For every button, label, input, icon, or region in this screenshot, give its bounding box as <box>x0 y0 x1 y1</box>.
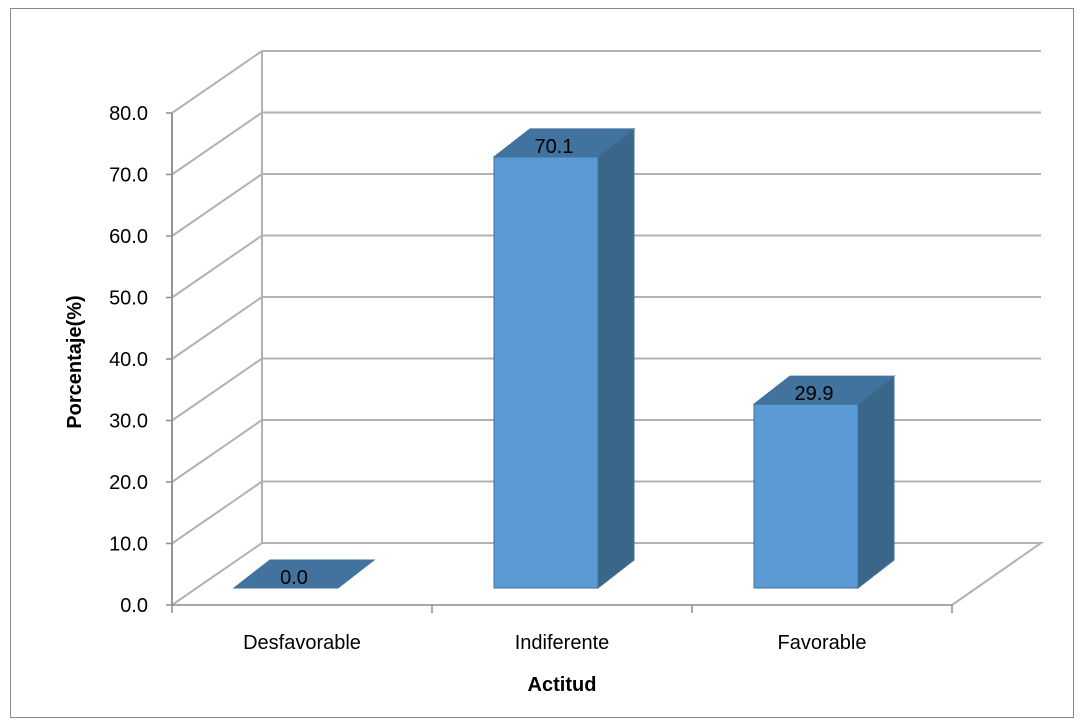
bar-top-face <box>752 375 896 405</box>
bar-side-face <box>857 375 895 590</box>
side-wall-gridline <box>171 480 263 545</box>
axes <box>166 112 953 613</box>
side-wall-gridline <box>171 542 263 606</box>
category-label: Indiferente <box>515 632 610 654</box>
data-label: 70.1 <box>535 136 574 158</box>
bar-top-face <box>232 559 376 589</box>
y-tick-label: 80.0 <box>109 103 148 125</box>
side-wall-gridline <box>171 296 263 360</box>
y-axis-title: Porcentaje(%) <box>64 295 86 428</box>
category-label: Favorable <box>778 632 867 654</box>
side-wall-gridline <box>171 50 263 114</box>
y-tick-label: 0.0 <box>120 595 148 617</box>
y-tick-label: 40.0 <box>109 349 148 371</box>
bars <box>232 127 896 590</box>
bar-front-face <box>753 403 859 589</box>
side-wall-gridline <box>171 173 263 237</box>
category-labels: Desfavorable Indiferente Favorable <box>243 632 866 654</box>
category-label: Desfavorable <box>243 632 361 654</box>
data-labels: 0.0 70.1 29.9 <box>280 136 833 589</box>
y-tick-label: 30.0 <box>109 411 148 433</box>
y-tick-label: 10.0 <box>109 534 148 556</box>
side-wall-gridline <box>171 419 263 483</box>
y-tick-label: 70.0 <box>109 165 148 187</box>
y-tick-labels: 0.0 10.0 20.0 30.0 40.0 50.0 60.0 70.0 80.0 <box>109 103 148 617</box>
bar-desfavorable <box>232 559 376 589</box>
y-tick-label: 50.0 <box>109 288 148 310</box>
data-label: 29.9 <box>795 383 834 405</box>
gridlines <box>171 50 1041 606</box>
y-tick-label: 20.0 <box>109 472 148 494</box>
x-axis-title: Actitud <box>528 674 597 696</box>
y-tick-label: 60.0 <box>109 226 148 248</box>
side-wall-gridline <box>171 357 263 422</box>
data-label: 0.0 <box>280 567 308 589</box>
floor-outline <box>262 542 1045 606</box>
bar-indiferente <box>492 127 636 590</box>
bar-favorable <box>752 375 896 590</box>
bar-front-face <box>493 156 599 589</box>
bar-top-face <box>492 128 636 158</box>
bar-side-face <box>597 127 635 590</box>
side-wall-gridline <box>171 234 263 299</box>
side-wall-gridline <box>171 111 263 176</box>
